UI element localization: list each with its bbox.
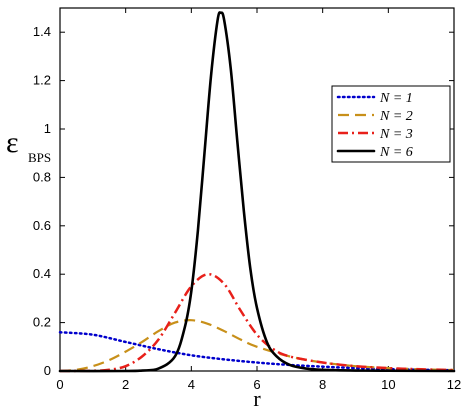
x-tick-label: 0 (56, 377, 63, 392)
legend-label: N = 2 (379, 109, 413, 124)
y-tick-label: 0 (44, 363, 51, 378)
x-tick-label: 6 (253, 377, 260, 392)
x-tick-label: 10 (381, 377, 395, 392)
series-group (58, 11, 456, 373)
x-tick-label: 4 (188, 377, 195, 392)
tick-group: 0 2 4 6 8 10 12 0 0.2 0.4 0.6 0.8 1 1.2 1.4 (33, 8, 461, 392)
y-tick-label: 1.2 (33, 73, 51, 88)
y-tick-label: 1 (44, 121, 51, 136)
series-line-2 (59, 319, 455, 373)
y-tick-label: 0.4 (33, 266, 51, 281)
series-line-3 (59, 272, 455, 373)
legend-label: N = 6 (379, 145, 413, 160)
legend: N = 1 N = 2 N = 3 N = 6 (331, 85, 451, 163)
y-tick-label: 0.2 (33, 315, 51, 330)
legend-items: N = 1 N = 2 N = 3 N = 6 (336, 91, 413, 160)
legend-box (331, 85, 451, 163)
y-tick-label: 0.8 (33, 169, 51, 184)
plot-frame (59, 7, 455, 372)
series-line-4 (58, 11, 456, 373)
series-line-1 (58, 331, 456, 372)
x-tick-label: 12 (447, 377, 461, 392)
y-axis-title-subscript: BPS (28, 150, 51, 165)
legend-label: N = 3 (379, 127, 413, 142)
x-tick-label: 2 (122, 377, 129, 392)
x-axis-title: r (253, 386, 261, 411)
x-tick-label: 8 (319, 377, 326, 392)
y-axis-title: ε (6, 126, 19, 159)
y-tick-label: 1.4 (33, 24, 51, 39)
legend-label: N = 1 (379, 91, 413, 106)
y-tick-label: 0.6 (33, 218, 51, 233)
